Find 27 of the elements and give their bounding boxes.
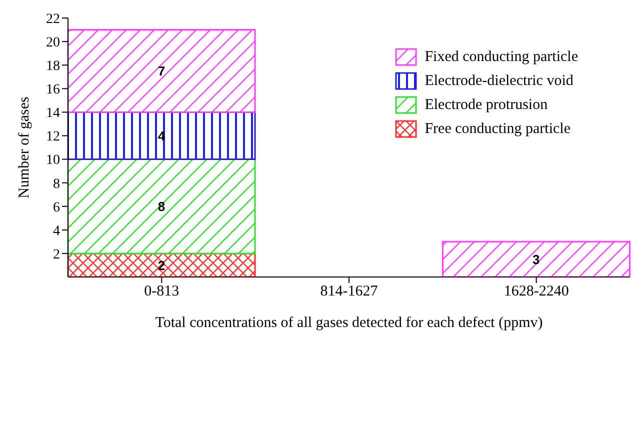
- y-tick-label: 8: [53, 176, 60, 192]
- y-tick-label: 2: [53, 247, 60, 262]
- bar: [67, 158, 256, 254]
- x-tick-label: 814-1627: [320, 284, 378, 300]
- bar: [67, 252, 256, 277]
- y-tick-label: 20: [46, 36, 60, 51]
- data-label: 3: [532, 252, 540, 267]
- legend-label: Electrode protrusion: [424, 96, 548, 114]
- data-label: 7: [158, 64, 166, 79]
- x-axis-title: Total concentrations of all gases detected for each defect (ppmv): [155, 315, 543, 331]
- legend-label: Fixed conducting particle: [424, 48, 578, 66]
- y-tick-label: 4: [53, 224, 60, 239]
- bar: [442, 240, 630, 277]
- x-tick-label: 1628-2240: [504, 284, 569, 300]
- y-tick-label: 14: [46, 106, 60, 122]
- y-tick-label: 10: [46, 153, 60, 168]
- y-axis-title: Number of gases: [16, 96, 32, 198]
- x-tick-label: 0-813: [144, 284, 180, 300]
- legend-label: Electrode-dielectric void: [424, 72, 574, 90]
- y-tick-label: 18: [46, 59, 60, 74]
- bar: [67, 111, 256, 160]
- y-tick-label: 22: [46, 12, 60, 27]
- legend-label: Free conducting particle: [424, 120, 570, 138]
- y-tick-label: 16: [46, 82, 60, 98]
- bar: [67, 29, 256, 113]
- y-tick-label: 6: [53, 200, 60, 216]
- y-tick-label: 12: [46, 130, 60, 145]
